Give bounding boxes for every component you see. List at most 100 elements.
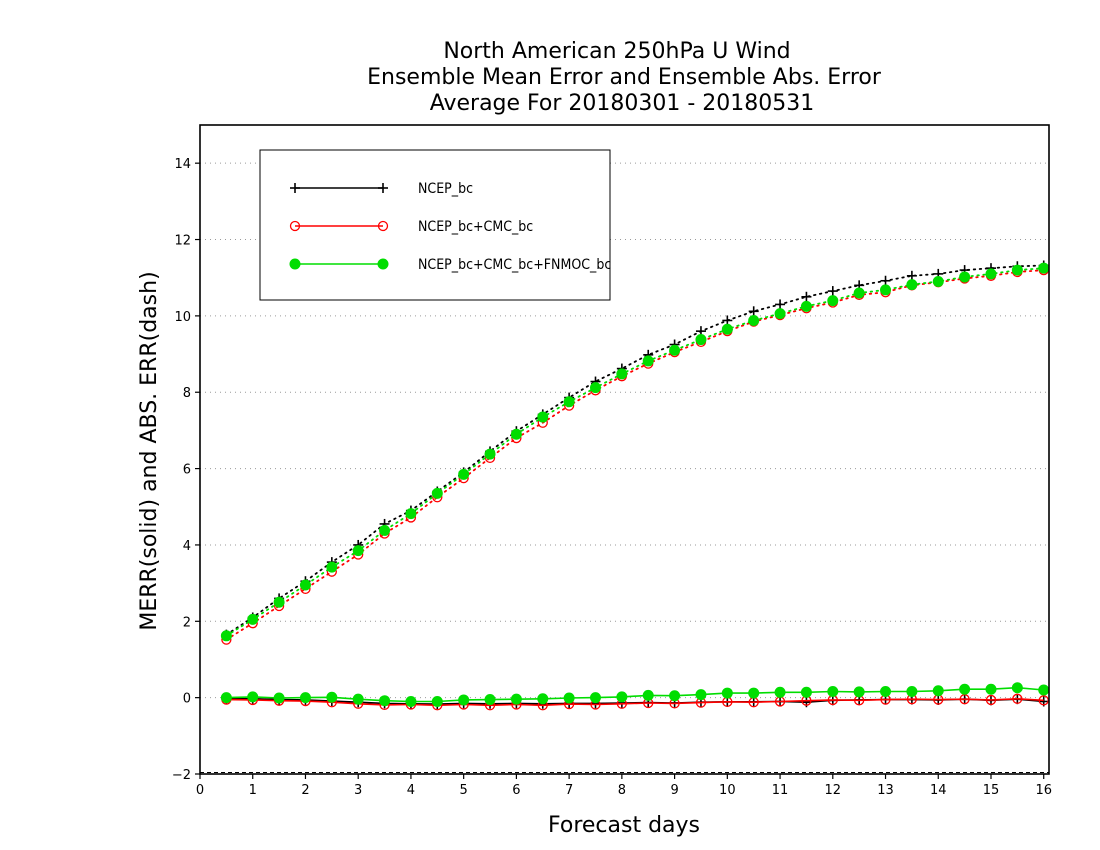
abs-err-point: [1011, 264, 1023, 276]
chart-title: North American 250hPa U Wind Ensemble Me…: [367, 39, 882, 116]
abs-err-point: [827, 295, 839, 307]
merr-point: [589, 692, 601, 704]
abs-err-line-ncep-bc-cmc-bc-fnmoc-bc: [225, 267, 1045, 637]
legend-label: NCEP_bc+CMC_bc: [418, 219, 533, 235]
abs-err-point: [774, 308, 786, 320]
merr-point: [985, 683, 997, 695]
x-tick-label: 3: [354, 783, 362, 798]
abs-err-point: [616, 368, 628, 380]
plot-frame: [199, 124, 1050, 775]
abs-err-point: [669, 344, 681, 356]
abs-err-point: [510, 428, 522, 440]
abs-err-point: [985, 268, 997, 280]
abs-err-point: [484, 448, 496, 460]
x-tick-label: 7: [565, 783, 573, 798]
merr-point: [458, 694, 470, 706]
abs-err-point: [326, 561, 338, 573]
abs-err-point: [589, 382, 601, 394]
merr-point: [669, 690, 681, 702]
y-tick-label: 4: [183, 539, 191, 554]
gridlines: [200, 162, 1049, 773]
series-ncep-bc-cmc-bc: [221, 264, 1049, 711]
y-tick-label: 10: [174, 310, 191, 325]
title-line-2: Ensemble Mean Error and Ensemble Abs. Er…: [367, 65, 882, 90]
abs-err-point: [827, 286, 838, 297]
abs-err-point: [352, 545, 364, 557]
x-tick-label: 14: [930, 783, 947, 798]
legend-marker: [378, 183, 388, 193]
abs-err-point: [853, 287, 865, 299]
abs-err-point: [906, 279, 918, 291]
abs-err-point: [431, 487, 443, 499]
merr-point: [800, 686, 812, 698]
abs-err-point: [537, 411, 549, 423]
abs-err-point: [800, 300, 812, 312]
merr-point: [906, 686, 918, 698]
abs-err-point: [563, 396, 575, 408]
x-tick-label: 0: [196, 783, 204, 798]
abs-err-point: [458, 468, 470, 480]
abs-err-point: [220, 630, 232, 642]
x-tick-label: 12: [825, 783, 842, 798]
merr-point: [299, 692, 311, 704]
x-tick-label: 15: [983, 783, 1000, 798]
y-tick-label: 12: [174, 234, 191, 249]
abs-err-line-ncep-bc: [225, 264, 1045, 636]
abs-err-point: [405, 508, 417, 520]
merr-point: [405, 695, 417, 707]
merr-point: [853, 686, 865, 698]
legend-marker: [289, 258, 301, 270]
series-ncep-bc-cmc-bc-fnmoc-bc: [220, 262, 1050, 707]
y-tick-label: 8: [183, 386, 191, 401]
abs-err-point: [642, 355, 654, 367]
x-tick-label: 2: [301, 783, 309, 798]
abs-err-line-ncep-bc-cmc-bc: [225, 269, 1045, 641]
x-tick-label: 6: [512, 783, 520, 798]
merr-point: [220, 692, 232, 704]
title-line-3: Average For 20180301 - 20180531: [430, 91, 815, 116]
y-tick-label: −2: [172, 768, 191, 783]
x-tick-label: 8: [618, 783, 626, 798]
legend-marker: [289, 220, 301, 232]
abs-err-point: [299, 579, 311, 591]
abs-err-point: [932, 276, 944, 288]
legend-marker: [290, 183, 300, 193]
merr-point: [352, 693, 364, 705]
merr-point: [616, 691, 628, 703]
merr-point: [326, 691, 338, 703]
x-tick-label: 5: [460, 783, 468, 798]
abs-err-point: [379, 524, 391, 536]
legend-marker: [377, 220, 389, 232]
merr-point: [880, 686, 892, 698]
abs-err-point: [273, 596, 285, 608]
abs-err-point: [880, 275, 891, 286]
merr-point: [247, 691, 259, 703]
x-tick-label: 1: [249, 783, 257, 798]
abs-err-point: [695, 334, 707, 346]
x-tick-label: 16: [1035, 783, 1052, 798]
abs-err-point: [959, 271, 971, 283]
legend-label: NCEP_bc: [418, 181, 473, 197]
y-tick-label: 14: [174, 157, 191, 172]
x-tick-label: 10: [719, 783, 736, 798]
legend-item-ncep-bc-cmc-bc-fnmoc-bc: NCEP_bc+CMC_bc+FNMOC_bc: [289, 257, 611, 273]
title-line-1: North American 250hPa U Wind: [443, 39, 790, 64]
x-tick-label: 11: [772, 783, 789, 798]
abs-err-point: [775, 299, 786, 310]
merr-point: [642, 689, 654, 701]
abs-err-point: [1038, 262, 1050, 274]
merr-point: [1011, 682, 1023, 694]
merr-point: [510, 693, 522, 705]
merr-point: [273, 692, 285, 704]
legend-item-ncep-bc: NCEP_bc: [290, 181, 473, 197]
merr-point: [431, 695, 443, 707]
abs-err-point: [748, 306, 759, 317]
legend-marker: [377, 258, 389, 270]
x-axis-label: Forecast days: [548, 813, 700, 838]
merr-point: [774, 686, 786, 698]
merr-point: [827, 686, 839, 698]
merr-point: [537, 693, 549, 705]
legend-item-ncep-bc-cmc-bc: NCEP_bc+CMC_bc: [289, 219, 533, 235]
y-axis-label: MERR(solid) and ABS. ERR(dash): [137, 271, 162, 630]
